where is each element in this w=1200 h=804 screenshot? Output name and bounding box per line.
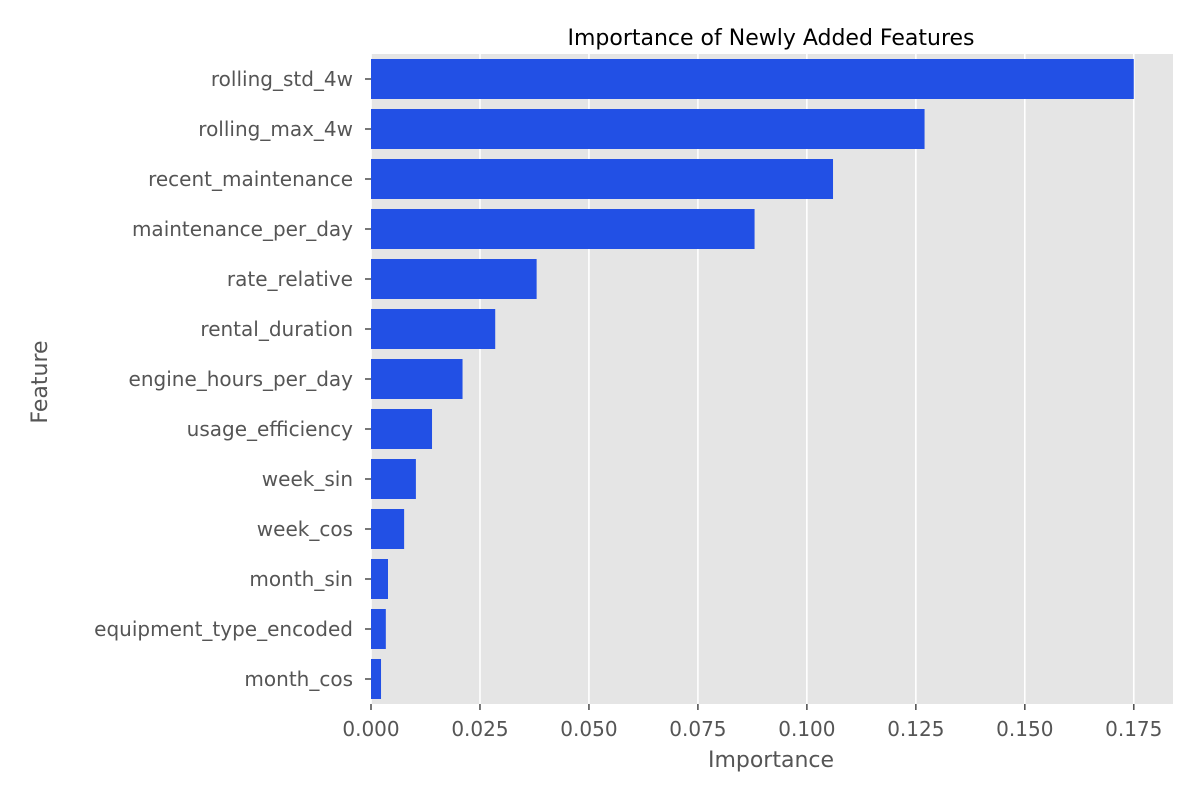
bar-week-cos bbox=[371, 509, 405, 549]
bars bbox=[371, 59, 1134, 699]
x-tick-label: 0.175 bbox=[1105, 717, 1162, 741]
bar-recent-maintenance bbox=[371, 159, 834, 199]
bar-equipment-type-encoded bbox=[371, 609, 386, 649]
y-tick-label: rental_duration bbox=[200, 317, 353, 341]
y-tick-label: engine_hours_per_day bbox=[129, 367, 354, 391]
x-tick-label: 0.100 bbox=[778, 717, 835, 741]
y-tick-label: usage_efficiency bbox=[187, 417, 354, 441]
bar-rolling-max-4w bbox=[371, 109, 925, 149]
x-tick-label: 0.025 bbox=[451, 717, 508, 741]
x-tick-label: 0.000 bbox=[342, 717, 399, 741]
plot-panel bbox=[371, 54, 1173, 704]
bar-usage-efficiency bbox=[371, 409, 433, 449]
x-axis-title: Importance bbox=[708, 748, 834, 773]
bar-week-sin bbox=[371, 459, 416, 499]
chart-title: Importance of Newly Added Features bbox=[567, 26, 974, 51]
y-tick-label: maintenance_per_day bbox=[132, 217, 353, 241]
x-axis: 0.000 0.025 0.050 0.075 0.100 0.125 0.150 0.175 bbox=[342, 704, 1162, 741]
y-tick-label: equipment_type_encoded bbox=[94, 617, 353, 641]
y-tick-label: rate_relative bbox=[227, 267, 353, 291]
y-axis: rolling_std_4w rolling_max_4w recent_maint… bbox=[94, 67, 371, 691]
y-tick-label: rolling_std_4w bbox=[211, 67, 353, 91]
y-tick-label: week_sin bbox=[262, 467, 353, 491]
y-axis-title: Feature bbox=[28, 340, 53, 423]
y-tick-label: month_sin bbox=[249, 567, 353, 591]
bar-rolling-std-4w bbox=[371, 59, 1134, 99]
y-tick-label: month_cos bbox=[244, 667, 353, 691]
bar-month-cos bbox=[371, 659, 382, 699]
bar-month-sin bbox=[371, 559, 388, 599]
y-tick-label: rolling_max_4w bbox=[198, 117, 353, 141]
x-tick-label: 0.150 bbox=[996, 717, 1053, 741]
bar-engine-hours-per-day bbox=[371, 359, 463, 399]
x-tick-label: 0.125 bbox=[887, 717, 944, 741]
y-tick-label: week_cos bbox=[257, 517, 353, 541]
bar-rate-relative bbox=[371, 259, 537, 299]
bar-rental-duration bbox=[371, 309, 496, 349]
bar-maintenance-per-day bbox=[371, 209, 755, 249]
x-tick-label: 0.075 bbox=[669, 717, 726, 741]
y-tick-label: recent_maintenance bbox=[148, 167, 353, 191]
x-tick-label: 0.050 bbox=[560, 717, 617, 741]
